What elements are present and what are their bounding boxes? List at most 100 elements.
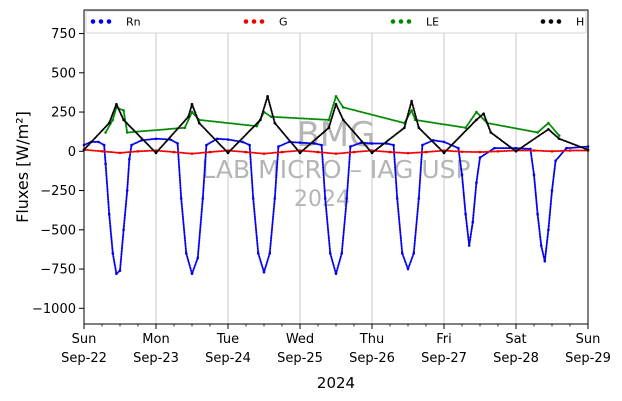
data-point [265, 100, 268, 103]
data-point [267, 255, 270, 258]
data-point [570, 142, 573, 145]
data-point [177, 158, 180, 161]
data-point [554, 150, 557, 153]
data-point [550, 192, 553, 195]
data-point [339, 257, 342, 260]
data-point [478, 161, 481, 164]
data-point [336, 268, 339, 271]
data-point [106, 190, 109, 193]
data-point [270, 229, 273, 232]
data-point [418, 181, 421, 184]
series-layer [82, 95, 590, 276]
data-point [251, 192, 254, 195]
data-point [252, 199, 255, 202]
data-point [330, 255, 333, 258]
data-point [274, 190, 277, 193]
data-point [123, 224, 126, 227]
data-point [364, 150, 367, 153]
data-point [323, 118, 325, 121]
data-point [322, 168, 325, 171]
data-point [127, 175, 130, 178]
legend-marker [90, 19, 96, 24]
data-point [109, 227, 112, 230]
data-point [332, 111, 335, 114]
data-point [179, 179, 182, 182]
data-point [188, 264, 191, 267]
data-point [191, 271, 194, 274]
data-point [268, 252, 272, 255]
data-point [397, 213, 400, 216]
data-point [533, 180, 536, 183]
data-point [161, 128, 164, 131]
data-point [192, 152, 195, 155]
data-point [209, 120, 212, 123]
data-point [123, 112, 126, 115]
data-point [252, 202, 255, 205]
data-point [478, 159, 481, 162]
data-point [458, 125, 461, 128]
data-point [460, 150, 464, 154]
data-point [464, 150, 467, 153]
data-point [327, 237, 330, 240]
data-point [114, 266, 117, 269]
data-point [346, 182, 349, 185]
data-point [537, 149, 540, 152]
data-point [294, 117, 297, 120]
data-point [176, 151, 179, 154]
data-point [578, 149, 581, 152]
data-point [535, 200, 538, 203]
data-point [276, 161, 279, 164]
data-point [121, 242, 124, 245]
data-point [103, 148, 106, 151]
legend-marker [556, 19, 562, 24]
data-point [573, 146, 576, 149]
legend-marker [98, 19, 104, 24]
data-point [316, 150, 320, 154]
data-point [274, 189, 277, 192]
data-point [272, 115, 275, 118]
data-point [120, 253, 123, 256]
data-point [335, 269, 338, 272]
data-point [184, 241, 187, 244]
data-point [102, 150, 105, 153]
data-point [399, 236, 402, 239]
data-point [404, 123, 407, 126]
data-point [321, 163, 324, 166]
data-point [546, 236, 549, 239]
data-point [181, 211, 184, 214]
data-point [424, 142, 427, 145]
data-point [535, 195, 538, 198]
data-point [230, 122, 233, 125]
data-point [514, 127, 517, 130]
data-point [269, 245, 272, 248]
data-point [183, 237, 186, 240]
data-point [413, 118, 417, 122]
data-point [461, 175, 464, 178]
data-point [150, 138, 153, 141]
data-point [542, 149, 545, 152]
data-point [332, 263, 335, 266]
data-point [400, 242, 403, 245]
data-point [284, 150, 287, 153]
data-point [253, 208, 256, 211]
x-tick-label-day: Sat [505, 332, 526, 347]
data-point [255, 231, 258, 234]
data-point [183, 232, 186, 235]
data-point [559, 149, 562, 152]
data-point [127, 166, 130, 168]
data-point [390, 118, 393, 121]
y-tick-label: 250 [51, 106, 76, 121]
data-point [110, 239, 113, 242]
data-point [320, 151, 323, 154]
data-point [465, 222, 468, 225]
data-point [275, 169, 278, 172]
data-point [397, 210, 400, 213]
data-point [178, 174, 181, 177]
x-tick-label-date: Sep-26 [349, 351, 395, 366]
data-point [201, 195, 204, 198]
data-point [188, 112, 191, 115]
data-point [493, 146, 496, 150]
data-point [179, 186, 182, 189]
data-point [177, 153, 180, 156]
data-point [118, 151, 122, 155]
